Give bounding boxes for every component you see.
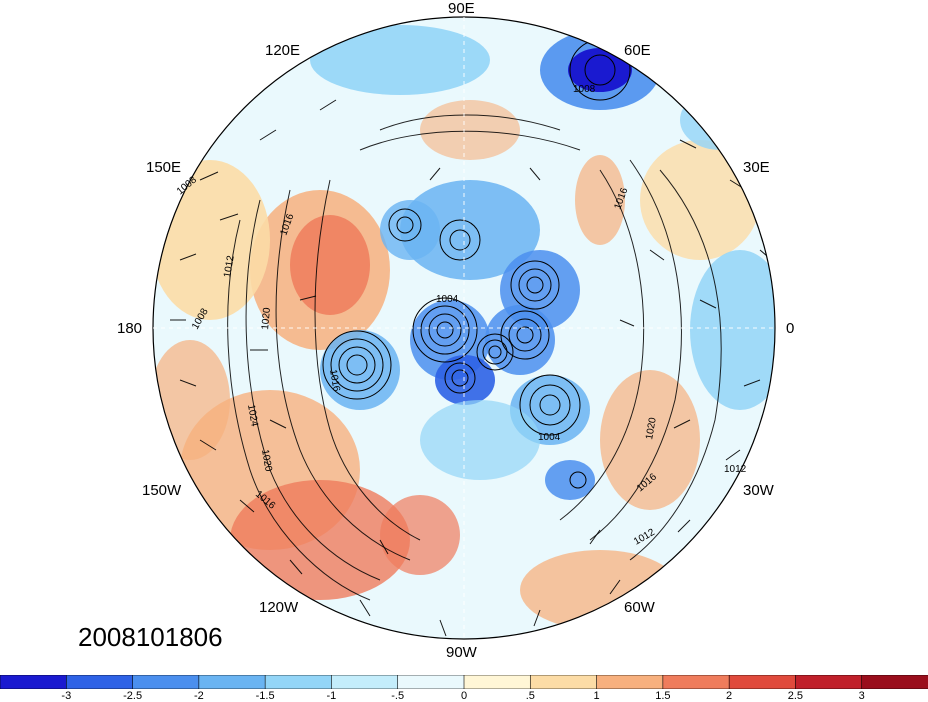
colorbar-tick-label: 0 [460,690,468,702]
isobar-label: 1008 [573,84,596,95]
colorbar-tick-label: -1.5 [255,690,275,702]
lon-label-0: 0 [786,320,795,337]
colorbar-swatch [596,675,664,689]
lon-label-60e: 60E [624,42,651,59]
colorbar-swatch [397,675,465,689]
isobar-label: 1020 [644,416,659,440]
isobar-label: 1012 [222,254,237,278]
colorbar-swatch [198,675,266,689]
lon-label-30w: 30W [743,482,774,499]
lon-label-90e: 90E [448,0,475,17]
colorbar-swatch [331,675,399,689]
colorbar-tick-label: -.5 [391,690,405,702]
colorbar-swatch [861,675,928,689]
isobar-label: 1004 [538,432,561,443]
isobar-label: 1020 [260,307,273,331]
lon-label-120e: 120E [265,42,301,59]
lon-label-60w: 60W [624,599,655,616]
isobar-label: 1012 [724,464,747,475]
colorbar-swatch [65,675,134,689]
colorbar-tick-label: -3 [61,690,72,702]
colorbar-tick-label: .5 [525,690,535,702]
colorbar-swatch [795,675,863,689]
colorbar-swatch [0,675,68,689]
colorbar-swatch [728,675,797,689]
lon-label-90w: 90W [446,644,477,661]
lon-label-180: 180 [117,320,143,337]
timestamp-label: 2008101806 [78,622,223,652]
anomaly-shading [153,17,775,639]
colorbar-tick-label: -2 [194,690,204,702]
colorbar-tick-label: 3 [858,690,865,702]
colorbar-tick-label: -2.5 [123,690,143,702]
colorbar-swatch [529,675,598,689]
colorbar-swatch [662,675,730,689]
colorbar-swatch [463,675,532,689]
lon-label-150e: 150E [146,159,182,176]
polar-map: 1008 1016 1012 1020 1024 1008 1016 1004 … [152,16,776,640]
isobar-label: 1004 [436,294,459,305]
isobar-label: 1016 [327,369,342,393]
colorbar [0,675,928,689]
colorbar-swatch [264,675,333,689]
colorbar-tick-label: -1 [326,690,337,702]
lon-label-30e: 30E [743,159,770,176]
colorbar-tick-label: 2.5 [787,690,804,702]
lon-label-120w: 120W [259,599,299,616]
colorbar-tick-label: 2 [726,690,733,702]
isobar-label: 1024 [245,404,260,428]
lon-label-150w: 150W [142,482,182,499]
isobar-label: 1020 [259,449,274,473]
colorbar-tick-label: 1 [593,690,600,702]
colorbar-swatch [132,675,200,689]
colorbar-tick-label: 1.5 [655,690,671,702]
